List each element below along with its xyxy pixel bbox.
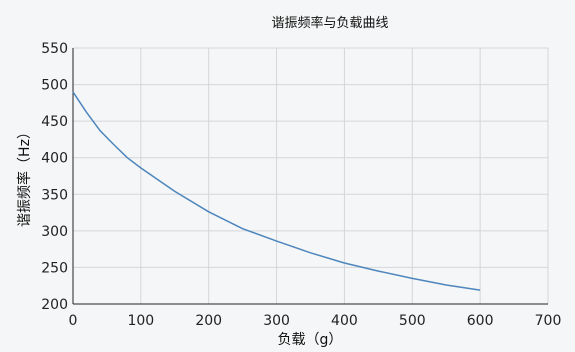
x-tick-labels: 0 100 200 300 400 500 600 700 — [69, 313, 562, 329]
x-axis-title: 负载（g） — [278, 332, 343, 348]
x-tick-label: 300 — [263, 313, 290, 329]
x-tick-label: 100 — [127, 313, 154, 329]
y-tick-label: 250 — [41, 260, 68, 276]
y-tick-label: 300 — [41, 224, 68, 240]
y-tick-label: 500 — [41, 78, 68, 94]
grid — [72, 47, 549, 305]
x-tick-label: 0 — [69, 313, 78, 329]
y-tick-label: 450 — [41, 114, 68, 130]
axes — [72, 48, 548, 305]
y-tick-label: 400 — [41, 151, 68, 167]
x-tick-label: 500 — [399, 313, 426, 329]
x-tick-label: 400 — [331, 313, 358, 329]
y-tick-label: 350 — [41, 187, 68, 203]
series-layer — [72, 91, 481, 291]
series-line — [72, 91, 481, 291]
x-tick-label: 200 — [195, 313, 222, 329]
x-tick-label: 600 — [467, 313, 494, 329]
y-axis-title: 谐振频率（Hz） — [16, 125, 33, 227]
x-tick-label: 700 — [535, 313, 562, 329]
y-tick-label: 200 — [41, 297, 68, 313]
y-tick-labels: 200 250 300 350 400 450 500 550 — [41, 41, 68, 313]
chart-title: 谐振频率与负载曲线 — [271, 15, 388, 31]
y-tick-label: 550 — [41, 41, 68, 57]
